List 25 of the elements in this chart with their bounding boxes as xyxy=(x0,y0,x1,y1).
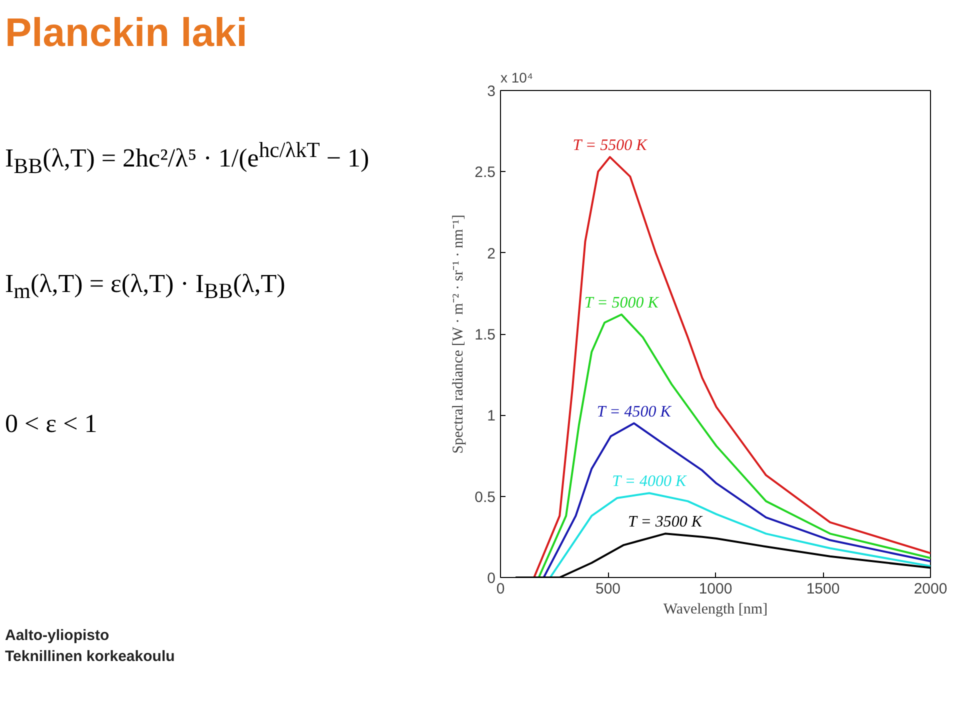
series-label: T = 5500 K xyxy=(572,137,648,154)
y-tick-label: 0 xyxy=(487,570,496,587)
text: Aalto-yliopisto xyxy=(5,627,110,644)
y-tick-label: 0.5 xyxy=(474,488,496,506)
y-tick-label: 3 xyxy=(487,83,496,100)
y-tick-label: 1 xyxy=(487,408,496,425)
y-tick-label: 2 xyxy=(487,245,496,262)
y-tick-label: 1.5 xyxy=(474,326,496,344)
text: 0 < ε < 1 xyxy=(5,408,98,440)
series-label: T = 4500 K xyxy=(596,403,672,420)
y-tick-label: 2.5 xyxy=(474,164,496,182)
x-tick-label: 2000 xyxy=(914,580,948,598)
text: I$_{BB}$(λ,T) = 2hc²/λ⁵ · 1/(e$^{hc/λkT}$ − 1) xyxy=(5,137,370,180)
x-tick-label: 1500 xyxy=(806,580,840,598)
series-label: T = 3500 K xyxy=(628,514,704,531)
text: x 10⁴ xyxy=(500,70,533,86)
series-label: T = 4000 K xyxy=(612,473,688,490)
text: I$_{m}$(λ,T) = ε(λ,T) · I$_{BB}$(λ,T) xyxy=(5,268,286,306)
x-tick-label: 1000 xyxy=(698,580,732,598)
x-axis-title: Wavelength [nm] xyxy=(663,602,768,618)
series-label: T = 5000 K xyxy=(584,294,660,312)
text: Teknillinen korkeakoulu xyxy=(5,648,175,666)
y-axis-title: Spectral radiance [W · m⁻² · sr⁻¹ · nm⁻¹] xyxy=(450,214,467,454)
text: Planckin laki xyxy=(5,11,248,55)
x-tick-label: 500 xyxy=(595,580,621,598)
